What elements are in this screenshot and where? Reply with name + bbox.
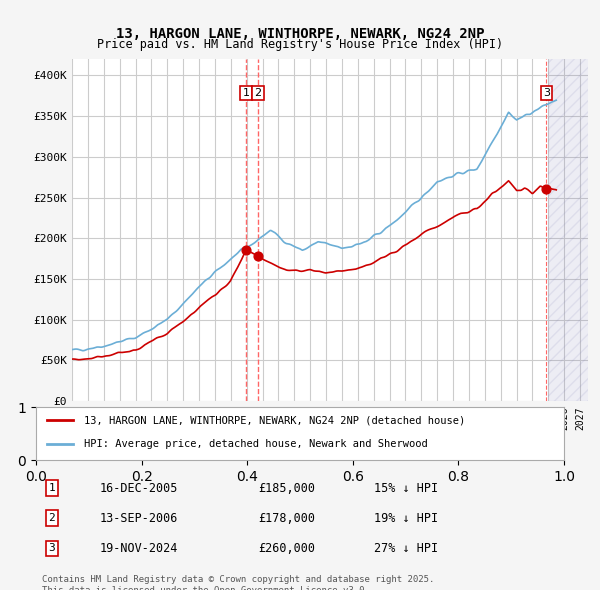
- Text: £185,000: £185,000: [258, 481, 315, 494]
- Text: Price paid vs. HM Land Registry's House Price Index (HPI): Price paid vs. HM Land Registry's House …: [97, 38, 503, 51]
- Text: Contains HM Land Registry data © Crown copyright and database right 2025.
This d: Contains HM Land Registry data © Crown c…: [42, 575, 434, 590]
- Text: 1: 1: [242, 88, 250, 98]
- Point: [241, 246, 251, 255]
- Text: 27% ↓ HPI: 27% ↓ HPI: [374, 542, 438, 555]
- Text: 3: 3: [49, 543, 55, 553]
- Text: 3: 3: [543, 88, 550, 98]
- Text: HPI: Average price, detached house, Newark and Sherwood: HPI: Average price, detached house, Newa…: [83, 440, 427, 449]
- Bar: [548, 59, 588, 401]
- Point: [542, 185, 551, 194]
- Text: 2: 2: [49, 513, 55, 523]
- Text: 2: 2: [254, 88, 262, 98]
- Text: £260,000: £260,000: [258, 542, 315, 555]
- Point: [253, 251, 263, 261]
- Text: 19-NOV-2024: 19-NOV-2024: [100, 542, 178, 555]
- Text: 19% ↓ HPI: 19% ↓ HPI: [374, 512, 438, 525]
- Text: 13-SEP-2006: 13-SEP-2006: [100, 512, 178, 525]
- Text: 15% ↓ HPI: 15% ↓ HPI: [374, 481, 438, 494]
- Text: 13, HARGON LANE, WINTHORPE, NEWARK, NG24 2NP: 13, HARGON LANE, WINTHORPE, NEWARK, NG24…: [116, 27, 484, 41]
- Text: 16-DEC-2005: 16-DEC-2005: [100, 481, 178, 494]
- Text: £178,000: £178,000: [258, 512, 315, 525]
- Text: 13, HARGON LANE, WINTHORPE, NEWARK, NG24 2NP (detached house): 13, HARGON LANE, WINTHORPE, NEWARK, NG24…: [83, 415, 465, 425]
- Text: 1: 1: [49, 483, 55, 493]
